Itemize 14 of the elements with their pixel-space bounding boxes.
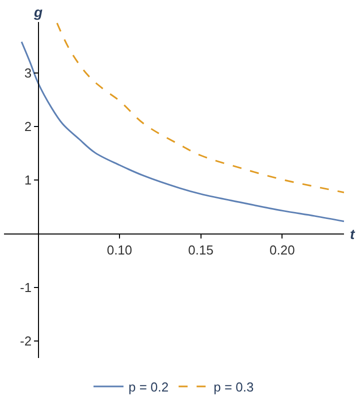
y-axis-title: g (33, 4, 43, 20)
line-series (56, 22, 344, 194)
y-tick-label: 1 (24, 172, 32, 188)
y-tick-label: 3 (24, 65, 32, 80)
line-series (20, 41, 344, 222)
legend-label: p = 0.2 (128, 379, 169, 394)
y-tick-label: -2 (20, 333, 32, 348)
x-tick-label: 0.20 (270, 242, 295, 258)
x-axis-title: t (350, 226, 356, 242)
y-tick-label: -1 (20, 280, 32, 295)
y-tick-label: 2 (24, 119, 32, 134)
legend-label: p = 0.3 (214, 379, 254, 394)
x-tick-label: 0.15 (188, 242, 214, 258)
x-tick-label: 0.10 (106, 242, 132, 258)
